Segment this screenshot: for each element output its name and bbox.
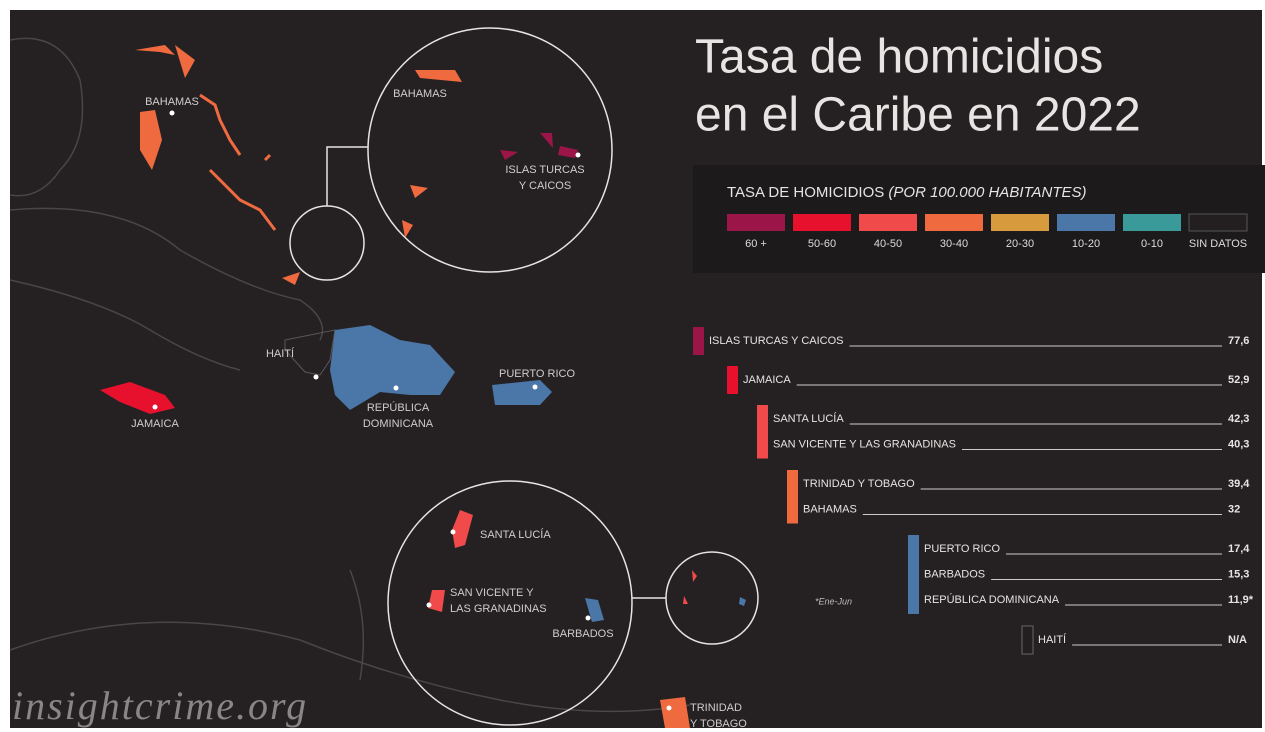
inset-circles xyxy=(289,27,759,726)
rank-value: N/A xyxy=(1228,634,1247,646)
rank-name: BAHAMAS xyxy=(803,503,857,515)
coastlines xyxy=(9,37,691,713)
rank-name: HAITÍ xyxy=(1038,633,1067,646)
legend-swatch xyxy=(859,214,917,231)
map-label: Y CAICOS xyxy=(519,180,571,192)
legend-title-text: TASA DE HOMICIDIOS xyxy=(727,184,884,201)
footnote: *Ene-Jun xyxy=(815,596,852,606)
title: Tasa de homicidios xyxy=(695,31,1103,84)
legend-swatch xyxy=(793,214,851,231)
rank-name: REPÚBLICA DOMINICANA xyxy=(924,593,1060,606)
legend-label: 30-40 xyxy=(940,238,968,250)
rank-value: 32 xyxy=(1228,503,1240,515)
rank-name: SAN VICENTE Y LAS GRANADINAS xyxy=(773,438,956,450)
rank-bar xyxy=(908,535,919,614)
rank-bar xyxy=(693,327,704,355)
rank-bar xyxy=(1021,625,1034,655)
map-label: ISLAS TURCAS xyxy=(505,164,584,176)
rank-bar xyxy=(787,470,798,524)
legend-label: 40-50 xyxy=(874,238,902,250)
legend-label: 50-60 xyxy=(808,238,836,250)
legend-label: 0-10 xyxy=(1141,238,1163,250)
rank-value: 15,3 xyxy=(1228,568,1249,580)
legend-swatch xyxy=(1057,214,1115,231)
map-label: PUERTO RICO xyxy=(499,368,575,380)
rank-value: 40,3 xyxy=(1228,438,1249,450)
rank-name: TRINIDAD Y TOBAGO xyxy=(803,478,915,490)
rank-name: SANTA LUCÍA xyxy=(773,412,844,425)
rank-name: PUERTO RICO xyxy=(924,543,1000,555)
map-label: BARBADOS xyxy=(552,628,613,640)
capital-dots xyxy=(152,110,672,711)
rank-value: 77,6 xyxy=(1228,335,1249,347)
map-label: REPÚBLICA xyxy=(367,401,430,414)
map-label: TRINIDAD xyxy=(690,702,742,714)
legend-label: 60 + xyxy=(745,238,767,250)
rank-bar xyxy=(727,366,738,394)
map-label: BAHAMAS xyxy=(393,88,447,100)
legend-swatch xyxy=(727,214,785,231)
rank-value: 17,4 xyxy=(1228,543,1250,555)
legend-label: 20-30 xyxy=(1006,238,1034,250)
legend-swatch xyxy=(1188,213,1248,232)
legend-label: SIN DATOS xyxy=(1189,238,1247,250)
map-label: SAN VICENTE Y xyxy=(450,587,534,599)
rank-value: 52,9 xyxy=(1228,374,1249,386)
map-label: DOMINICANA xyxy=(363,418,434,430)
title: en el Caribe en 2022 xyxy=(695,89,1141,142)
map-label: BAHAMAS xyxy=(145,96,199,108)
map-label: LAS GRANADINAS xyxy=(450,603,547,615)
islands xyxy=(100,45,746,728)
map-label: JAMAICA xyxy=(131,418,179,430)
background xyxy=(10,10,1262,728)
watermark: insightcrime.org xyxy=(12,683,308,728)
rank-value: 42,3 xyxy=(1228,413,1249,425)
rank-value: 39,4 xyxy=(1228,478,1250,490)
map-label: SANTA LUCÍA xyxy=(480,528,551,541)
rank-name: ISLAS TURCAS Y CAICOS xyxy=(709,335,844,347)
legend-swatch xyxy=(1123,214,1181,231)
rank-bar xyxy=(757,405,768,459)
legend-swatch xyxy=(925,214,983,231)
rank-name: BARBADOS xyxy=(924,568,985,580)
map-label: Y TOBAGO xyxy=(690,718,747,730)
legend-title: TASA DE HOMICIDIOS (POR 100.000 HABITANT… xyxy=(727,184,1087,201)
rank-value: 11,9* xyxy=(1228,594,1254,606)
map-label: HAITÍ xyxy=(266,347,295,360)
legend-swatch xyxy=(991,214,1049,231)
rank-name: JAMAICA xyxy=(743,374,791,386)
legend-label: 10-20 xyxy=(1072,238,1100,250)
legend-title-note: (POR 100.000 HABITANTES) xyxy=(888,184,1086,201)
